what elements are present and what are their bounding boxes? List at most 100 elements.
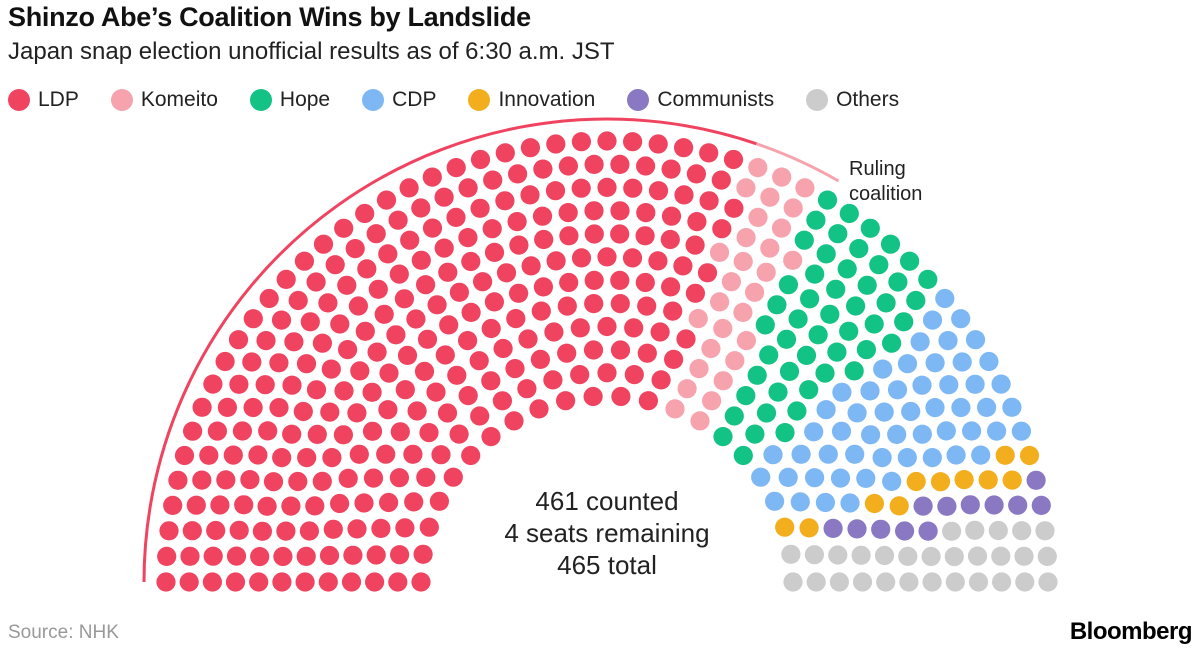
seat-ldp bbox=[429, 491, 449, 511]
seat-hope bbox=[820, 304, 840, 324]
seat-ldp bbox=[544, 322, 564, 342]
seat-cdp bbox=[912, 424, 932, 444]
seat-komeito bbox=[702, 391, 722, 411]
seat-ldp bbox=[584, 270, 604, 290]
seat-cdp bbox=[804, 422, 824, 442]
seat-ldp bbox=[611, 386, 631, 407]
seat-komeito bbox=[736, 228, 756, 248]
seat-hope bbox=[856, 340, 877, 360]
seat-cdp bbox=[1011, 421, 1031, 441]
seat-hope bbox=[799, 380, 819, 400]
seat-ldp bbox=[228, 330, 249, 350]
seat-ldp bbox=[419, 423, 439, 443]
seat-ldp bbox=[482, 219, 502, 239]
seat-cdp bbox=[962, 421, 982, 441]
seat-cdp bbox=[925, 398, 945, 418]
seat-ldp bbox=[610, 201, 630, 221]
seat-ldp bbox=[507, 164, 528, 184]
seat-ldp bbox=[583, 386, 603, 407]
seat-hope bbox=[857, 275, 877, 295]
legend-item-others: Others bbox=[806, 88, 899, 112]
seat-ldp bbox=[505, 359, 525, 379]
seat-ldp bbox=[661, 277, 681, 297]
seat-hope bbox=[816, 244, 836, 264]
seat-ldp bbox=[389, 468, 409, 488]
seat-hope bbox=[759, 345, 779, 365]
seat-cdp bbox=[873, 359, 893, 379]
seat-innovation bbox=[799, 518, 819, 538]
seat-ldp bbox=[258, 421, 278, 441]
seat-ldp bbox=[663, 301, 683, 321]
seat-communists bbox=[823, 518, 843, 539]
seat-ldp bbox=[435, 345, 455, 365]
seat-ldp bbox=[508, 283, 529, 303]
seat-komeito bbox=[709, 242, 730, 262]
seat-ldp bbox=[259, 288, 279, 309]
ruling-coalition-arc bbox=[142, 117, 840, 583]
seat-cdp bbox=[938, 331, 958, 351]
seat-ldp bbox=[322, 448, 342, 468]
seat-cdp bbox=[935, 288, 955, 309]
seat-ldp bbox=[531, 301, 551, 321]
seat-ldp bbox=[545, 181, 566, 201]
seat-ldp bbox=[521, 256, 541, 276]
seat-ldp bbox=[179, 572, 199, 592]
seat-others bbox=[806, 572, 826, 592]
seat-ldp bbox=[422, 167, 442, 187]
seat-others bbox=[1037, 546, 1057, 567]
seat-ldp bbox=[458, 386, 478, 406]
seat-ldp bbox=[366, 224, 386, 244]
seat-cdp bbox=[897, 354, 918, 374]
seat-ldp bbox=[584, 224, 604, 244]
seat-ldp bbox=[439, 315, 459, 335]
seat-remaining bbox=[968, 572, 989, 592]
seat-hope bbox=[876, 293, 896, 313]
seat-communists bbox=[984, 495, 1004, 515]
seat-hope bbox=[882, 333, 902, 353]
seat-komeito bbox=[688, 309, 708, 329]
seat-ldp bbox=[284, 332, 304, 352]
seat-hope bbox=[776, 329, 797, 349]
seat-cdp bbox=[897, 448, 917, 468]
seat-ldp bbox=[461, 251, 481, 272]
seat-ldp bbox=[338, 340, 358, 360]
seat-ldp bbox=[378, 400, 398, 420]
seat-ldp bbox=[318, 572, 338, 592]
seat-ldp bbox=[325, 255, 345, 275]
seat-komeito bbox=[783, 198, 803, 218]
seat-communists bbox=[871, 519, 891, 539]
seat-komeito bbox=[760, 187, 780, 207]
seat-ldp bbox=[306, 380, 327, 400]
seat-ldp bbox=[674, 138, 694, 158]
seat-ldp bbox=[622, 248, 643, 268]
seat-ldp bbox=[558, 203, 578, 223]
seat-ldp bbox=[240, 470, 260, 490]
seat-ldp bbox=[623, 132, 643, 152]
seat-ldp bbox=[449, 282, 469, 302]
ruling-coalition-arc-komeito bbox=[756, 142, 840, 183]
seat-ldp bbox=[312, 471, 332, 491]
seat-cdp bbox=[840, 493, 860, 513]
seat-ldp bbox=[347, 403, 367, 423]
seat-innovation bbox=[930, 472, 951, 492]
seat-ldp bbox=[334, 218, 354, 238]
seat-innovation bbox=[954, 470, 974, 490]
seat-ldp bbox=[685, 235, 705, 255]
seat-ldp bbox=[388, 210, 408, 230]
seat-others bbox=[829, 572, 850, 592]
seat-ldp bbox=[676, 329, 696, 349]
seat-ldp bbox=[345, 239, 365, 259]
seat-others bbox=[898, 546, 918, 567]
seat-ldp bbox=[434, 187, 454, 207]
seat-ldp bbox=[186, 495, 206, 515]
seat-ldp bbox=[492, 391, 512, 411]
seat-hope bbox=[906, 290, 926, 311]
seat-ldp bbox=[546, 251, 566, 271]
seat-ldp bbox=[664, 349, 684, 369]
seat-ldp bbox=[597, 177, 617, 197]
seat-ldp bbox=[192, 397, 212, 417]
seat-ldp bbox=[673, 256, 693, 276]
seat-ldp bbox=[395, 380, 415, 400]
seat-cdp bbox=[936, 421, 956, 441]
